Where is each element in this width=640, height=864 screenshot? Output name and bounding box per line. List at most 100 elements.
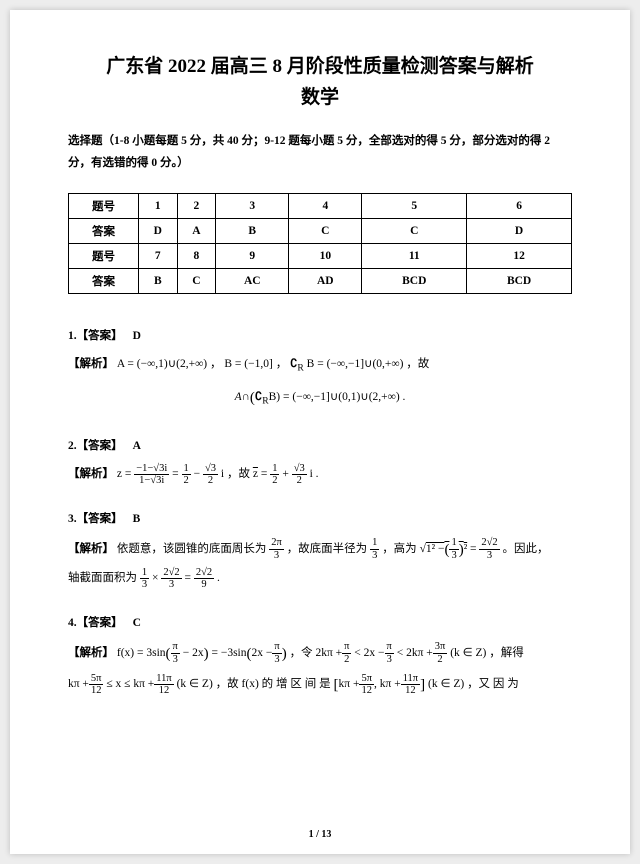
txt: ，故底面半径为: [287, 543, 368, 555]
question-1: 1.【答案】 D 【解析】 A = (−∞,1)∪(2,+∞) ， B = (−1…: [68, 324, 572, 414]
page: 广东省 2022 届高三 8 月阶段性质量检测答案与解析 数学 选择题（1-8 …: [10, 10, 630, 854]
qnum: 4: [289, 194, 362, 219]
q1-num: 1.: [68, 330, 77, 342]
frac: 5π12: [359, 673, 374, 697]
ans: D: [139, 219, 178, 244]
answer-tag: 【答案】: [77, 330, 123, 342]
frac: −1−√3i1−√3i: [134, 463, 169, 487]
txt: f(x): [242, 678, 259, 690]
frac: 12: [182, 463, 191, 487]
txt: 1² −: [426, 543, 445, 555]
txt: ，高为: [382, 543, 417, 555]
tail: i .: [310, 468, 319, 480]
txt: ，又 因 为: [467, 678, 519, 690]
explain-tag: 【解析】: [68, 358, 114, 370]
times: ×: [152, 572, 159, 584]
txt: 轴截面面积为: [68, 572, 137, 584]
txt: 依题意，该圆锥的底面周长为: [117, 543, 267, 555]
ans: C: [362, 219, 467, 244]
plus: +: [282, 468, 289, 480]
frac: 13: [140, 567, 149, 591]
qnum: 6: [467, 194, 572, 219]
frac: π3: [272, 641, 281, 665]
q1-text: B = (−1,0] ，: [224, 358, 287, 370]
txt: 2kπ +: [315, 647, 342, 659]
txt: (k ∈ Z): [450, 647, 486, 659]
frac: 13: [449, 537, 458, 561]
frac: 3π2: [433, 641, 448, 665]
explain-tag: 【解析】: [68, 543, 114, 555]
frac: 11π12: [154, 673, 173, 697]
q4-explain: 【解析】 f(x) = 3sin(π3 − 2x) = −3sin(2x −π3…: [68, 639, 572, 702]
ans: BCD: [362, 269, 467, 294]
frac: π3: [385, 641, 394, 665]
answer-tag: 【答案】: [77, 617, 123, 629]
q2-head: 2.【答案】A: [68, 434, 572, 458]
explain-tag: 【解析】: [68, 647, 114, 659]
eq: =: [185, 572, 192, 584]
ans: C: [177, 269, 216, 294]
q3-explain: 【解析】 依题意，该圆锥的底面周长为 2π3 ，故底面半径为 13 ，高为 √1…: [68, 535, 572, 591]
instructions: 选择题（1-8 小题每题 5 分，共 40 分；9-12 题每小题 5 分，全部…: [68, 131, 572, 175]
title: 广东省 2022 届高三 8 月阶段性质量检测答案与解析: [68, 52, 572, 82]
answer-tag: 【答案】: [77, 440, 123, 452]
zbar: z: [253, 468, 258, 480]
qnum: 11: [362, 244, 467, 269]
txt: ≤ x ≤ kπ +: [106, 678, 154, 690]
q1-text: A = (−∞,1)∪(2,+∞) ，: [117, 358, 222, 370]
explain-tag: 【解析】: [68, 468, 114, 480]
frac: 2√23: [479, 537, 499, 561]
frac: 2π3: [269, 537, 284, 561]
frac: √32: [203, 463, 218, 487]
frac: 12: [270, 463, 279, 487]
ans: B: [216, 219, 289, 244]
q1-line2: B) = (−∞,−1]∪(0,1)∪(2,+∞) .: [269, 391, 406, 403]
q2-ans: A: [133, 440, 141, 452]
q1-explain: 【解析】 A = (−∞,1)∪(2,+∞) ， B = (−1,0] ， ∁R…: [68, 352, 572, 414]
ans: AD: [289, 269, 362, 294]
frac: 2√23: [161, 567, 181, 591]
qnum: 8: [177, 244, 216, 269]
txt: i ，故: [221, 468, 250, 480]
tail: .: [217, 572, 220, 584]
ans-label: 答案: [69, 269, 139, 294]
table-row: 题号 1 2 3 4 5 6: [69, 194, 572, 219]
txt: kπ +: [68, 678, 89, 690]
q1-text: B = (−∞,−1]∪(0,+∞) ，故: [307, 358, 430, 370]
ans: A: [177, 219, 216, 244]
ans: C: [289, 219, 362, 244]
qnum: 3: [216, 194, 289, 219]
frac: 11π12: [401, 673, 420, 697]
eq: =: [172, 468, 179, 480]
answer-tag: 【答案】: [77, 513, 123, 525]
row-label: 题号: [69, 194, 139, 219]
txt: kπ +: [380, 678, 401, 690]
table-row: 答案 D A B C C D: [69, 219, 572, 244]
ans: BCD: [467, 269, 572, 294]
qnum: 5: [362, 194, 467, 219]
qnum: 7: [139, 244, 178, 269]
ans: B: [139, 269, 178, 294]
txt: = −3sin: [211, 647, 246, 659]
q3-ans: B: [133, 513, 141, 525]
table-row: 题号 7 8 9 10 11 12: [69, 244, 572, 269]
row-label: 题号: [69, 244, 139, 269]
q1-head: 1.【答案】 D: [68, 324, 572, 348]
q4-head: 4.【答案】C: [68, 611, 572, 635]
q1-center: A∩(∁RB) = (−∞,−1]∪(0,1)∪(2,+∞) .: [68, 383, 572, 415]
txt: ，解得: [489, 647, 524, 659]
frac: 5π12: [89, 673, 104, 697]
txt: ，令: [290, 647, 313, 659]
qnum: 12: [467, 244, 572, 269]
frac: π2: [342, 641, 351, 665]
q4-num: 4.: [68, 617, 77, 629]
q1-ans: D: [133, 330, 141, 342]
qnum: 10: [289, 244, 362, 269]
ans: D: [467, 219, 572, 244]
qnum: 1: [139, 194, 178, 219]
txt: < 2kπ +: [397, 647, 433, 659]
root: 1² −(13)²: [426, 543, 467, 555]
frac: 13: [370, 537, 379, 561]
txt: f(x) = 3sin: [117, 647, 166, 659]
question-3: 3.【答案】B 【解析】 依题意，该圆锥的底面周长为 2π3 ，故底面半径为 1…: [68, 507, 572, 591]
